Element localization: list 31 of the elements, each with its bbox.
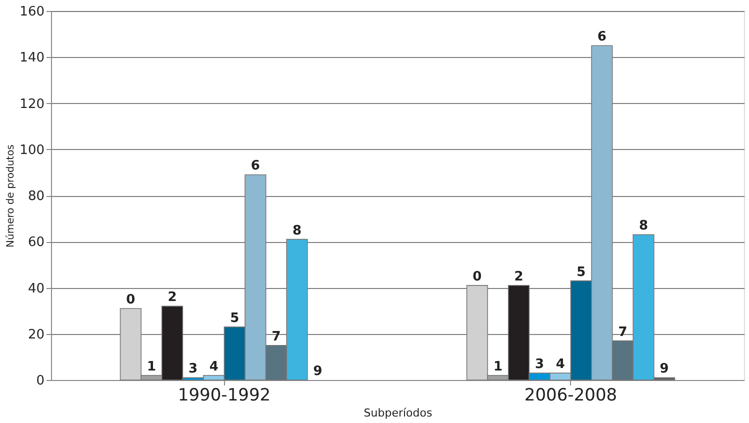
y-tick-label: 80 [28,189,44,204]
x-tick-label: 1990-1992 [178,386,271,406]
y-tick-label: 60 [28,235,44,250]
y-tick-label: 140 [20,50,44,66]
text: 9 [313,364,322,379]
text: 5 [576,264,586,280]
series-label: 6 [250,158,260,174]
series-label: 2 [168,290,177,306]
y-tick-label: 20 [28,327,44,342]
y-tick-label: 100 [20,142,44,158]
text: 4 [556,357,565,372]
text: 0 [472,269,482,284]
y-tick-label: 40 [28,281,44,296]
series-label: 9 [660,362,669,377]
y-tick-label: 0 [36,374,44,388]
series-label: 5 [230,310,240,326]
series-label: 4 [209,359,218,374]
text: 3 [535,357,544,372]
text: 2 [514,269,524,284]
text: 1 [493,359,503,374]
y-axis-title: Número de produtos [6,144,17,248]
y-tick-label: 120 [20,96,44,112]
x-tick-label: 2006-2008 [524,386,618,406]
series-label: 0 [126,292,136,308]
text: 6 [597,30,606,45]
series-label: 8 [292,223,302,238]
series-label: 1 [146,359,156,374]
series-label: 3 [188,362,198,377]
x-axis-title: Subperíodos [364,406,432,420]
y-tick-label: 160 [20,4,44,20]
text: 8 [638,218,648,234]
